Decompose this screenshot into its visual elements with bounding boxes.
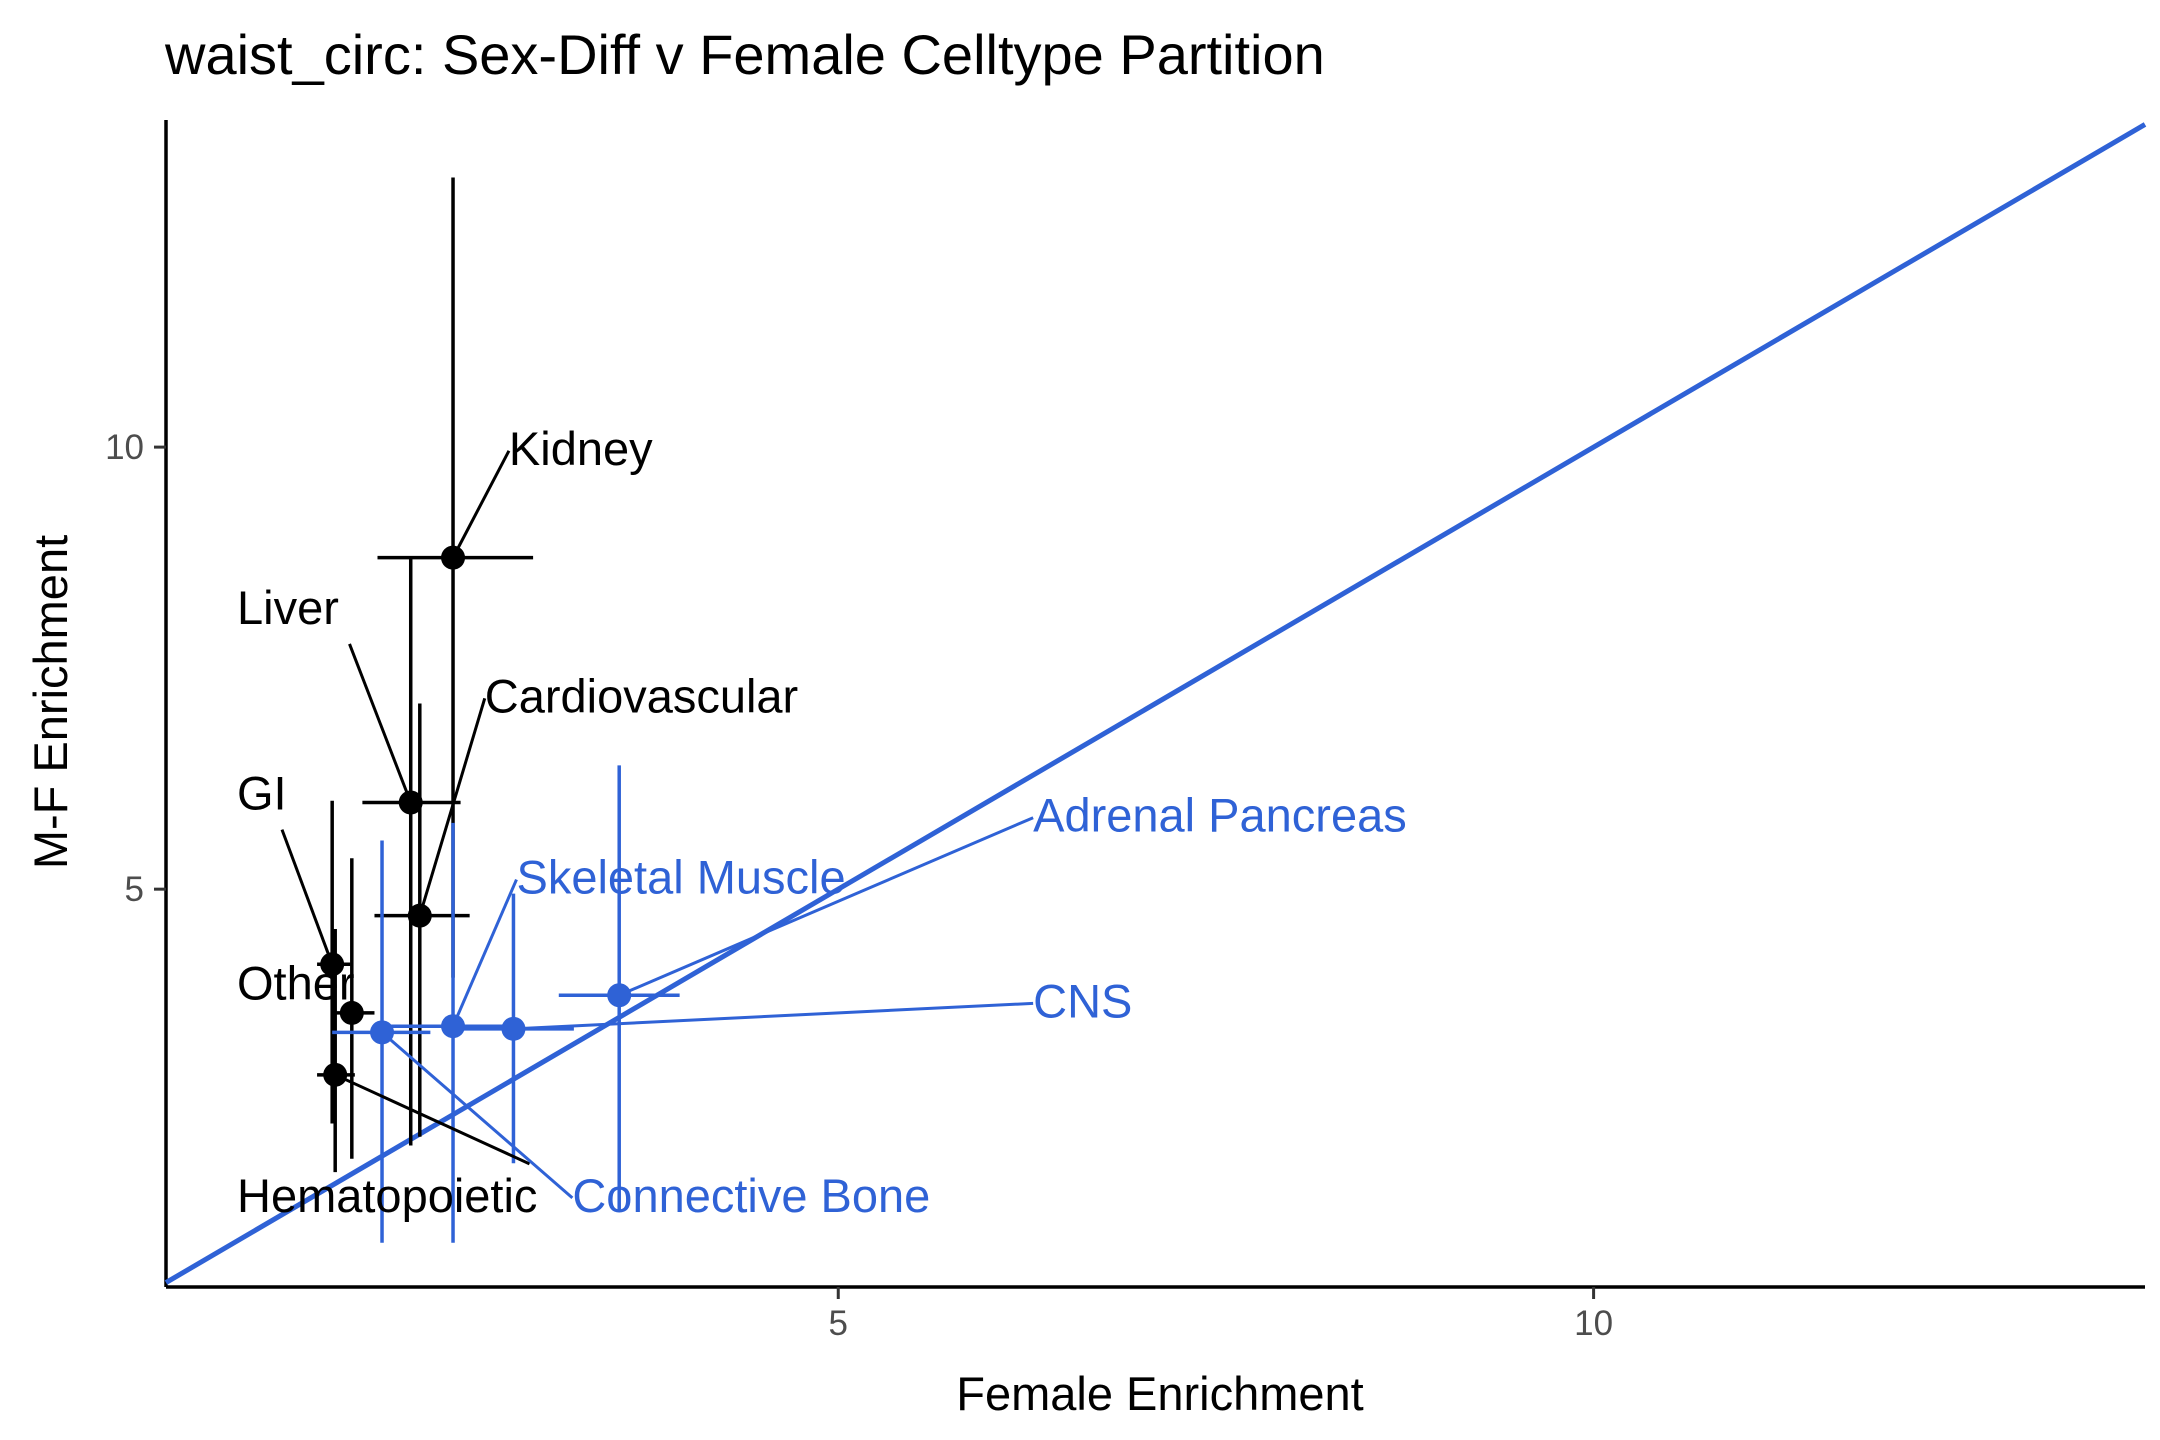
point-label: Connective Bone [572, 1169, 930, 1222]
label-leader-line [334, 1073, 531, 1166]
data-point [441, 545, 466, 570]
data-point [501, 1016, 526, 1041]
label-leader-line [451, 878, 518, 1027]
data-point [407, 903, 432, 928]
point-label: Adrenal Pancreas [1033, 789, 1407, 842]
data-point [320, 952, 345, 977]
point-label: CNS [1033, 974, 1132, 1027]
label-leader-line [618, 816, 1034, 997]
point-label: Skeletal Muscle [516, 851, 845, 904]
label-leader-line [348, 643, 413, 804]
x-axis-label: Female Enrichment [956, 1367, 1364, 1420]
label-leader-line [381, 1031, 574, 1199]
data-point [370, 1020, 395, 1045]
identity-reference-line [164, 122, 2147, 1285]
plot-area: 5 10 5 10 Kidney Liver Cardiovascular GI Other He… [105, 120, 2147, 1343]
label-leader-line [513, 1001, 1034, 1031]
chart-title: waist_circ: Sex-Diff v Female Celltype P… [164, 23, 1325, 86]
point-label: Liver [237, 581, 339, 634]
data-point [441, 1014, 466, 1039]
y-axis-label: M-F Enrichment [24, 535, 77, 869]
y-tick-label: 5 [125, 870, 144, 909]
point-label: Hematopoietic [237, 1169, 537, 1222]
label-leader-line [280, 829, 334, 965]
point-label: Other [237, 957, 355, 1010]
x-tick-label: 10 [1574, 1304, 1613, 1343]
point-label: GI [237, 767, 287, 820]
data-point [339, 1000, 364, 1025]
label-leader-line [451, 450, 511, 559]
x-tick-label: 5 [829, 1304, 848, 1343]
data-point [323, 1062, 348, 1087]
point-label: Kidney [509, 422, 653, 475]
y-tick-label: 10 [105, 428, 144, 467]
data-point [398, 790, 423, 815]
data-point [607, 983, 632, 1008]
point-label: Cardiovascular [485, 669, 798, 722]
label-leader-line [418, 697, 487, 917]
